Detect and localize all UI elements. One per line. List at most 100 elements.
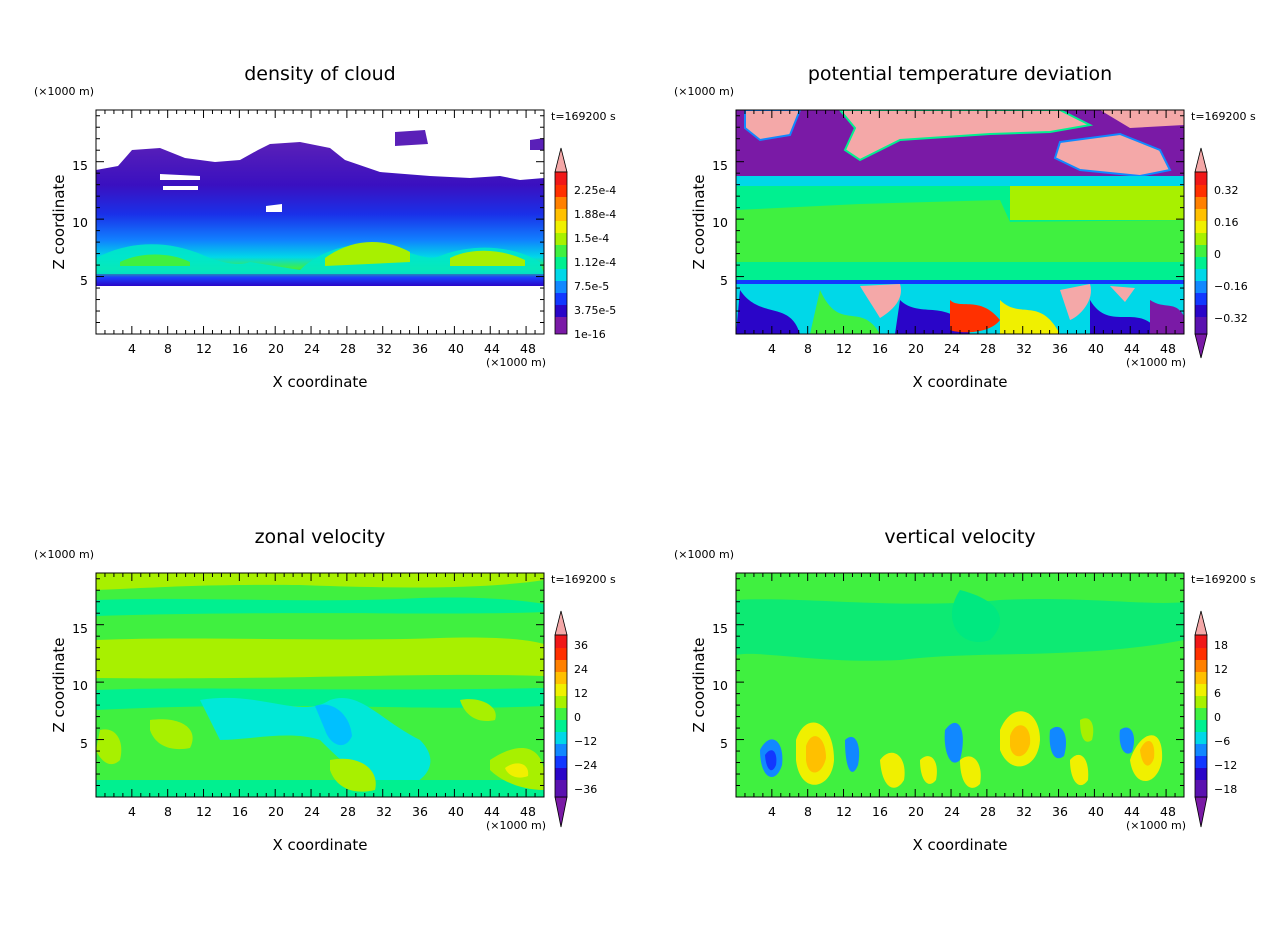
colorbar-label: 1.5e-4 — [574, 232, 609, 245]
x-tick-label: 36 — [412, 804, 428, 819]
x-tick-label: 28 — [340, 341, 356, 356]
y-tick-label: 10 — [712, 215, 728, 230]
y-tick-label: 5 — [80, 273, 88, 288]
x-tick-label: 4 — [128, 341, 136, 356]
x-tick-label: 16 — [872, 341, 888, 356]
y-axis-label: Z coordinate — [50, 174, 68, 269]
axis-ticks — [96, 110, 1184, 797]
colorbar-label: −0.32 — [1214, 312, 1248, 325]
y-tick-label: 15 — [712, 621, 728, 636]
x-axis: 4 8 12 16 20 24 28 32 36 40 44 48 (×1000… — [768, 804, 1186, 854]
plot-field — [96, 110, 544, 334]
colorbar-label: 1.88e-4 — [574, 208, 616, 221]
x-tick-label: 12 — [836, 804, 852, 819]
x-tick-label: 4 — [768, 341, 776, 356]
x-axis-label: X coordinate — [912, 836, 1007, 854]
x-axis-label: X coordinate — [912, 373, 1007, 391]
colorbar-label: −12 — [1214, 759, 1237, 772]
y-tick-label: 5 — [80, 736, 88, 751]
plot-field — [736, 573, 1184, 797]
y-axis: 5 10 15 Z coordinate — [690, 621, 728, 751]
colorbar-label: 36 — [574, 639, 588, 652]
colorbar-label: 1.12e-4 — [574, 256, 616, 269]
chart-title: vertical velocity — [884, 526, 1035, 548]
y-axis: 5 10 15 Z coordinate — [50, 621, 88, 751]
colorbar-label: 18 — [1214, 639, 1228, 652]
x-tick-label: 8 — [164, 341, 172, 356]
x-tick-label: 32 — [1016, 804, 1032, 819]
x-tick-label: 44 — [1124, 341, 1140, 356]
x-tick-label: 40 — [1088, 804, 1104, 819]
x-tick-label: 32 — [376, 804, 392, 819]
colorbar-label: −36 — [574, 783, 597, 796]
y-unit-label: (×1000 m) — [674, 85, 734, 98]
chart-title: density of cloud — [244, 63, 396, 85]
colorbar-label: 2.25e-4 — [574, 184, 616, 197]
y-axis: 5 10 15 Z coordinate — [50, 158, 88, 288]
colorbar: 18 12 6 0 −6 −12 −18 — [1194, 610, 1237, 828]
x-tick-label: 20 — [268, 804, 284, 819]
x-tick-label: 24 — [304, 804, 320, 819]
x-tick-label: 24 — [944, 341, 960, 356]
colorbar-label: 1e-16 — [574, 328, 606, 341]
colorbar-label: 7.5e-5 — [574, 280, 609, 293]
x-axis: 4 8 12 16 20 24 28 32 36 40 44 48 (×1000… — [128, 341, 546, 391]
colorbar-label: 24 — [574, 663, 588, 676]
x-tick-label: 8 — [804, 804, 812, 819]
x-tick-label: 8 — [164, 804, 172, 819]
x-tick-label: 32 — [376, 341, 392, 356]
x-tick-label: 8 — [804, 341, 812, 356]
x-tick-label: 40 — [448, 341, 464, 356]
x-axis-label: X coordinate — [272, 373, 367, 391]
x-tick-label: 36 — [412, 341, 428, 356]
panel-potential-temperature-deviation: potential temperature deviation (×1000 m… — [674, 63, 1256, 391]
x-tick-label: 16 — [872, 804, 888, 819]
x-tick-label: 44 — [484, 341, 500, 356]
time-label: t=169200 s — [1191, 573, 1256, 586]
y-tick-label: 5 — [720, 736, 728, 751]
colorbar-label: −12 — [574, 735, 597, 748]
x-tick-label: 48 — [520, 341, 536, 356]
y-axis-label: Z coordinate — [690, 637, 708, 732]
x-unit-label: (×1000 m) — [1126, 356, 1186, 369]
y-axis: 5 10 15 Z coordinate — [690, 158, 728, 288]
y-unit-label: (×1000 m) — [674, 548, 734, 561]
colorbar-label: 0 — [574, 711, 581, 724]
y-axis-label: Z coordinate — [50, 637, 68, 732]
plot-field — [96, 573, 544, 797]
x-tick-label: 32 — [1016, 341, 1032, 356]
y-tick-label: 15 — [712, 158, 728, 173]
x-tick-label: 44 — [484, 804, 500, 819]
x-tick-label: 36 — [1052, 341, 1068, 356]
x-tick-label: 20 — [268, 341, 284, 356]
x-tick-label: 28 — [980, 341, 996, 356]
x-tick-label: 20 — [908, 341, 924, 356]
colorbar-label: 12 — [574, 687, 588, 700]
colorbar: 2.25e-4 1.88e-4 1.5e-4 1.12e-4 7.5e-5 3.… — [554, 147, 616, 341]
x-tick-label: 40 — [1088, 341, 1104, 356]
x-unit-label: (×1000 m) — [1126, 819, 1186, 832]
y-tick-label: 15 — [72, 158, 88, 173]
colorbar-label: 12 — [1214, 663, 1228, 676]
x-tick-label: 24 — [944, 804, 960, 819]
colorbar-label: 0 — [1214, 248, 1221, 261]
colorbar-label: −0.16 — [1214, 280, 1248, 293]
x-tick-label: 12 — [196, 804, 212, 819]
x-tick-label: 48 — [1160, 804, 1176, 819]
chart-title: potential temperature deviation — [808, 63, 1112, 85]
colorbar: 0.32 0.16 0 −0.16 −0.32 — [1194, 147, 1248, 359]
x-tick-label: 48 — [520, 804, 536, 819]
panel-zonal-velocity: zonal velocity (×1000 m) t=169200 s 4 8 … — [34, 526, 616, 854]
x-tick-label: 12 — [196, 341, 212, 356]
x-tick-label: 4 — [128, 804, 136, 819]
chart-title: zonal velocity — [255, 526, 386, 548]
x-tick-label: 48 — [1160, 341, 1176, 356]
x-unit-label: (×1000 m) — [486, 356, 546, 369]
x-axis: 4 8 12 16 20 24 28 32 36 40 44 48 (×1000… — [768, 341, 1186, 391]
colorbar-label: 0 — [1214, 711, 1221, 724]
time-label: t=169200 s — [551, 573, 616, 586]
x-tick-label: 44 — [1124, 804, 1140, 819]
x-axis-label: X coordinate — [272, 836, 367, 854]
x-tick-label: 16 — [232, 341, 248, 356]
